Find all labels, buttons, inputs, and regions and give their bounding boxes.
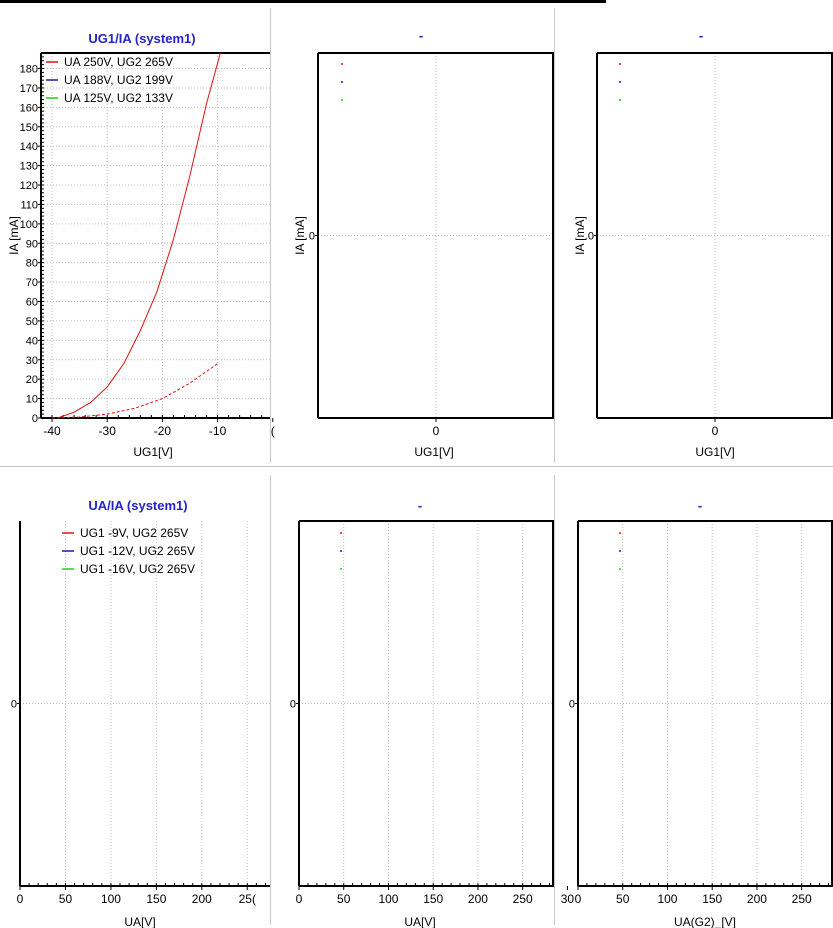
legend-label: UA 250V, UG2 265V bbox=[64, 55, 173, 69]
x-tick-label: 25( bbox=[239, 892, 256, 906]
y-tick-label: 150 bbox=[20, 122, 38, 134]
y-tick-label: 170 bbox=[20, 83, 38, 95]
y-tick-label: 20 bbox=[26, 374, 38, 386]
x-tick-label: -20 bbox=[154, 424, 172, 438]
grid bbox=[20, 521, 270, 886]
grid bbox=[578, 521, 833, 886]
x-tick-label: 100 bbox=[378, 892, 398, 906]
x-tick-label: 200 bbox=[468, 892, 488, 906]
legend: UG1 -9V, UG2 265V UG1 -12V, UG2 265V UG1 -… bbox=[62, 526, 195, 576]
legend bbox=[619, 532, 621, 570]
x-tick-label: 100 bbox=[657, 892, 677, 906]
plot-panel-p4: 0 50 100 150 200 25( 0 UA/IA (system1) UA[V] UG1 … bbox=[11, 498, 270, 928]
panel-separator bbox=[554, 475, 555, 925]
chart-title: - bbox=[699, 28, 703, 43]
x-tick-label: 50 bbox=[616, 892, 630, 906]
y-tick-label: 0 bbox=[588, 231, 594, 243]
x-tick-label: 150 bbox=[423, 892, 443, 906]
y-tick-label: 100 bbox=[20, 219, 38, 231]
y-tick-label: 110 bbox=[20, 199, 38, 211]
legend-label: UA 125V, UG2 133V bbox=[64, 91, 173, 105]
x-axis-label: UG1[V] bbox=[414, 445, 453, 459]
legend-label: UG1 -9V, UG2 265V bbox=[80, 526, 188, 540]
x-tick-label: ( bbox=[271, 424, 275, 438]
plot-panel-p1: -40 -30 -20 -10 (0 10 20 30 40 50 60 70 80 90 100 110 12… bbox=[7, 31, 275, 459]
y-tick-label: 0 bbox=[290, 699, 296, 711]
plot-panel-p2: 0 0 - UG1[V] IA [mA] bbox=[293, 28, 554, 459]
row-separator bbox=[0, 466, 833, 467]
y-tick-label: 30 bbox=[26, 355, 38, 367]
x-tick-label: 50 bbox=[337, 892, 351, 906]
series-line-0 bbox=[57, 52, 221, 419]
y-axis-label: IA [mA] bbox=[293, 216, 307, 255]
x-tick-label: -10 bbox=[209, 424, 227, 438]
x-axis-label: UA[V] bbox=[124, 915, 155, 928]
y-tick-label: 120 bbox=[20, 180, 38, 192]
y-tick-label: 50 bbox=[26, 316, 38, 328]
x-tick-label: -30 bbox=[99, 424, 117, 438]
legend-label: UA 188V, UG2 199V bbox=[64, 73, 173, 87]
y-tick-label: 10 bbox=[26, 394, 38, 406]
y-tick-label: 90 bbox=[26, 238, 38, 250]
x-tick-label: 150 bbox=[702, 892, 722, 906]
x-axis-label: UA(G2)_[V] bbox=[674, 915, 736, 928]
x-tick-label: 250 bbox=[513, 892, 533, 906]
y-tick-label: 130 bbox=[20, 161, 38, 173]
x-tick-label: 150 bbox=[146, 892, 166, 906]
chart-title: - bbox=[698, 498, 702, 513]
legend bbox=[340, 532, 342, 570]
legend-label: UG1 -12V, UG2 265V bbox=[80, 544, 195, 558]
series-group bbox=[52, 52, 221, 419]
legend bbox=[341, 63, 343, 101]
y-tick-label: 0 bbox=[569, 699, 575, 711]
chart-title: UG1/IA (system1) bbox=[88, 31, 195, 46]
plot-panel-p3: 0 0 - UG1[V] IA [mA] bbox=[573, 28, 833, 459]
x-tick-label: 200 bbox=[747, 892, 767, 906]
x-tick-label: 0 bbox=[575, 892, 582, 906]
x-tick-label: 0 bbox=[433, 424, 440, 438]
x-tick-label: -40 bbox=[43, 424, 61, 438]
grid bbox=[597, 53, 833, 418]
y-tick-label: 0 bbox=[309, 231, 315, 243]
grid bbox=[41, 53, 270, 418]
panel-separator bbox=[270, 475, 271, 925]
top-rule bbox=[0, 0, 606, 3]
x-axis-label: UA[V] bbox=[404, 915, 435, 928]
x-tick-label: 30 bbox=[561, 892, 575, 906]
series-line-3 bbox=[52, 363, 218, 419]
y-tick-label: 180 bbox=[20, 64, 38, 76]
chart-title: UA/IA (system1) bbox=[88, 498, 187, 513]
panel-separator bbox=[270, 8, 271, 463]
y-tick-label: 60 bbox=[26, 297, 38, 309]
legend: UA 250V, UG2 265V UA 188V, UG2 199V UA 125… bbox=[46, 55, 173, 105]
y-axis-label: IA [mA] bbox=[7, 216, 21, 255]
y-tick-label: 0 bbox=[32, 413, 38, 425]
x-tick-label: 200 bbox=[192, 892, 212, 906]
y-tick-label: 140 bbox=[20, 141, 38, 153]
legend bbox=[619, 63, 621, 101]
x-tick-label: 0 bbox=[712, 424, 719, 438]
x-axis-label: UG1[V] bbox=[695, 445, 734, 459]
y-tick-label: 160 bbox=[20, 102, 38, 114]
x-axis-label: UG1[V] bbox=[133, 445, 172, 459]
chart-title: - bbox=[418, 498, 422, 513]
panel-separator bbox=[554, 8, 555, 463]
x-tick-label: 0 bbox=[17, 892, 24, 906]
x-tick-label: 100 bbox=[101, 892, 121, 906]
x-tick-label: 250 bbox=[792, 892, 812, 906]
x-tick-label: 0 bbox=[296, 892, 303, 906]
y-tick-label: 70 bbox=[26, 277, 38, 289]
chart-title: - bbox=[419, 28, 423, 43]
plot-panel-p5: 0 50 100 150 200 250 300-UA[V] bbox=[290, 498, 575, 928]
y-tick-label: 80 bbox=[26, 258, 38, 270]
grid bbox=[318, 53, 554, 418]
legend-label: UG1 -16V, UG2 265V bbox=[80, 562, 195, 576]
y-tick-label: 0 bbox=[11, 699, 17, 711]
grid bbox=[299, 521, 554, 886]
x-tick-label: 50 bbox=[59, 892, 73, 906]
y-axis-label: IA [mA] bbox=[573, 216, 587, 255]
y-tick-label: 40 bbox=[26, 335, 38, 347]
